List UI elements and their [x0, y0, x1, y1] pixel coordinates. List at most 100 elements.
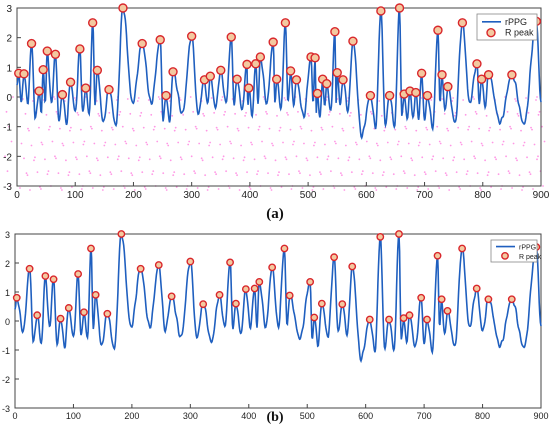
grid-dot [61, 189, 63, 191]
grid-dot [217, 188, 220, 190]
caption-b: (b) [266, 410, 284, 425]
grid-dot [322, 188, 325, 190]
grid-dot [425, 126, 428, 129]
r-peak-marker [433, 25, 443, 35]
x-tick-label: 700 [416, 190, 433, 201]
grid-dot [326, 158, 329, 161]
grid-dot [441, 98, 444, 100]
grid-dot [306, 159, 309, 162]
grid-dot [406, 187, 409, 189]
grid-dot [24, 112, 27, 115]
grid-dot [97, 112, 100, 115]
grid-dot [228, 187, 231, 189]
grid-dot [222, 155, 225, 158]
grid-dot [195, 127, 198, 130]
grid-dot [160, 110, 163, 113]
grid-dot [286, 111, 288, 114]
r-peak-marker [80, 308, 88, 317]
grid-dot [106, 156, 109, 159]
grid-dot [506, 110, 509, 113]
grid-dot [137, 97, 140, 99]
grid-dot [265, 110, 267, 113]
grid-dot [467, 128, 470, 131]
r-peak-marker [87, 18, 98, 28]
grid-dot [190, 155, 193, 158]
grid-dot [158, 98, 161, 100]
grid-dot [536, 96, 538, 98]
grid-dot [341, 127, 344, 130]
grid-dot [150, 113, 153, 116]
grid-dot [124, 140, 127, 143]
grid-dot [215, 126, 218, 129]
grid-dot [148, 158, 151, 161]
grid-dot [78, 173, 81, 176]
grid-dot [236, 127, 239, 130]
grid-dot [166, 142, 169, 145]
r-peak-marker [42, 46, 52, 56]
grid-dot [285, 158, 288, 161]
x-tick-label: 100 [67, 190, 84, 201]
grid-dot [449, 144, 452, 147]
grid-dot [501, 143, 504, 146]
grid-dot [485, 114, 488, 117]
grid-dot [196, 187, 199, 189]
r-peak-marker [186, 257, 195, 266]
grid-dot [101, 189, 104, 191]
r-peak-marker [507, 70, 517, 80]
grid-dot [130, 172, 133, 175]
grid-dot [198, 142, 201, 145]
grid-dot [371, 172, 374, 175]
grid-dot [405, 127, 408, 130]
x-tick-label: 600 [358, 190, 375, 201]
grid-dot [25, 172, 28, 175]
r-peak-marker [255, 277, 264, 286]
y-tick-label: -3 [2, 404, 10, 414]
y-tick-label: -1 [2, 346, 10, 356]
grid-dot [438, 187, 441, 189]
grid-dot [457, 126, 460, 129]
grid-dot [54, 155, 56, 158]
grid-dot [277, 174, 279, 177]
x-tick-label: 800 [475, 411, 490, 421]
r-peak-marker [437, 295, 446, 304]
grid-dot [118, 113, 121, 116]
grid-dot [416, 189, 419, 191]
grid-dot [114, 143, 117, 146]
grid-dot [344, 144, 347, 147]
r-peak-marker [317, 299, 326, 308]
grid-dot [77, 113, 80, 116]
grid-dot [247, 126, 250, 129]
grid-dot [157, 96, 160, 98]
r-peak-marker [312, 88, 323, 99]
grid-dot [245, 111, 247, 114]
r-peak-marker [322, 78, 332, 89]
r-peak-marker [81, 83, 91, 93]
grid-dot [411, 159, 414, 162]
r-peak-marker [332, 67, 342, 78]
r-peak-marker [476, 74, 487, 84]
grid-dot [354, 188, 357, 190]
grid-dot [380, 114, 383, 117]
x-tick-label: 500 [300, 190, 317, 201]
grid-dot [205, 129, 208, 132]
grid-dot [96, 159, 99, 162]
grid-dot [453, 114, 456, 117]
grid-dot [33, 159, 35, 162]
grid-dot [324, 143, 326, 146]
grid-dot [28, 129, 30, 132]
grid-dot [522, 186, 524, 188]
grid-dot [443, 112, 446, 115]
grid-dot [439, 142, 442, 145]
grid-dot [530, 126, 532, 129]
grid-dot [162, 172, 165, 175]
grid-dot [79, 128, 82, 131]
grid-dot [290, 188, 293, 190]
grid-dot [531, 128, 533, 131]
x-tick-label: 400 [241, 411, 256, 421]
grid-dot [23, 157, 25, 160]
grid-dot [314, 141, 316, 144]
grid-dot [165, 189, 168, 191]
grid-dot [334, 142, 337, 145]
x-tick-label: 700 [417, 411, 432, 421]
r-peak-marker [167, 292, 176, 301]
